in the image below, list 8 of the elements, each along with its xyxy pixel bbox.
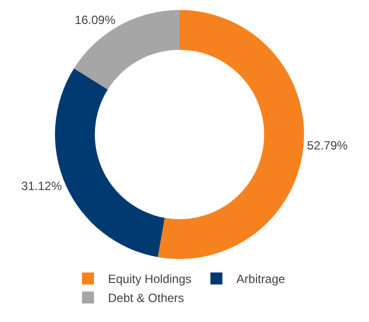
donut-slice [74,10,180,90]
donut-slice [158,10,304,259]
legend-label: Arbitrage [236,272,286,286]
data-label: 52.79% [307,138,348,152]
data-label: 31.12% [21,179,62,194]
legend-label: Debt & Others [108,291,184,306]
legend-label: Equity Holdings [108,272,192,286]
data-label: 16.09% [74,13,116,28]
